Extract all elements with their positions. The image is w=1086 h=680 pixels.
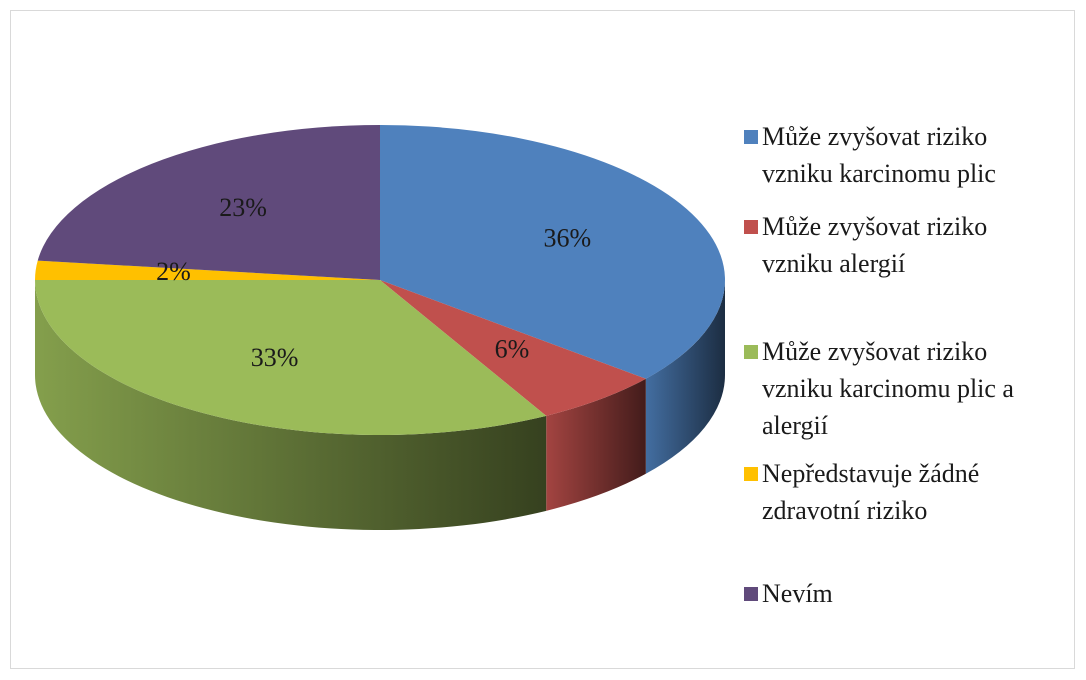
legend-marker <box>744 220 758 234</box>
data-label: 2% <box>156 257 191 286</box>
data-label: 23% <box>219 193 267 222</box>
legend-marker <box>744 130 758 144</box>
slice-side <box>645 280 725 474</box>
slice-side <box>35 280 547 530</box>
legend-marker <box>744 467 758 481</box>
legend-marker <box>744 587 758 601</box>
legend-label: Může zvyšovat riziko vzniku karcinomu pl… <box>762 122 996 188</box>
slice <box>37 125 380 280</box>
slice <box>35 260 380 280</box>
legend-label: Nevím <box>762 579 833 608</box>
slice <box>380 280 646 416</box>
slice <box>380 125 725 379</box>
data-label: 36% <box>543 223 591 252</box>
slice <box>35 280 547 436</box>
legend-label: Může zvyšovat riziko vzniku karcinomu pl… <box>762 337 1014 440</box>
data-label: 6% <box>495 335 530 364</box>
legend-label: Nepředstavuje žádné zdravotní riziko <box>762 459 980 525</box>
legend-marker <box>744 345 758 359</box>
slice-side <box>546 378 646 511</box>
data-label: 33% <box>251 343 299 372</box>
legend-label: Může zvyšovat riziko vzniku alergií <box>762 212 988 278</box>
